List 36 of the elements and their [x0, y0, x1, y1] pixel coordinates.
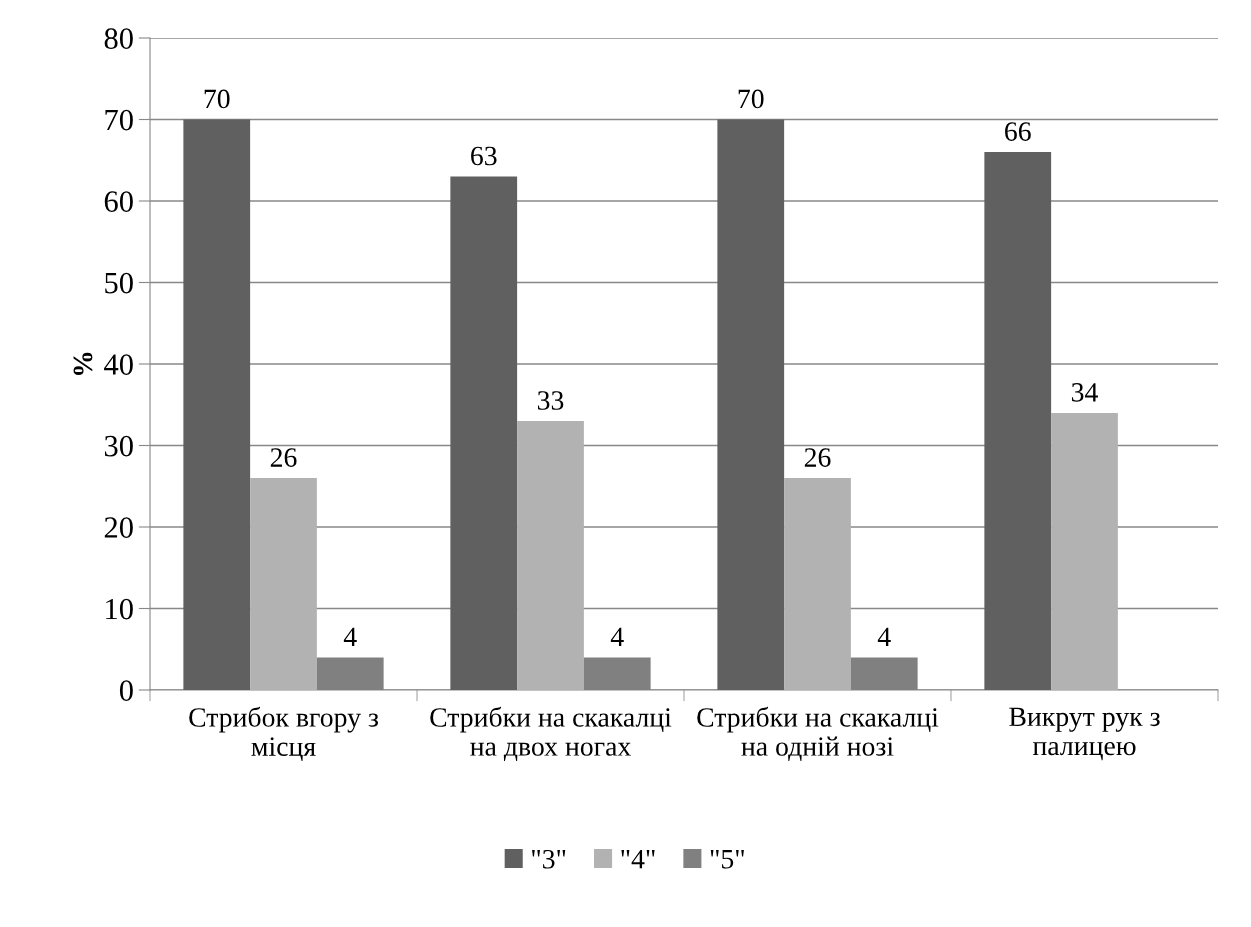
- x-tick-label: Викрут рук з палицею: [1009, 707, 1160, 761]
- y-tick-label: 30: [104, 435, 133, 457]
- y-axis-title: %: [73, 352, 93, 376]
- y-tick-label: 0: [119, 680, 133, 701]
- bar: [517, 421, 584, 690]
- bar: [183, 119, 251, 690]
- data-label: 63: [471, 146, 497, 166]
- legend-label: "3": [532, 849, 566, 869]
- y-tick-label: 20: [104, 517, 133, 538]
- data-label: 66: [1005, 122, 1031, 141]
- data-label: 33: [537, 391, 564, 410]
- y-tick-label: 10: [106, 598, 133, 620]
- bar: [784, 478, 851, 690]
- data-label: 4: [877, 627, 891, 646]
- y-tick-label: 40: [104, 354, 133, 375]
- data-label: 70: [204, 89, 230, 109]
- y-tick-label: 50: [105, 272, 133, 294]
- data-label: 26: [804, 448, 831, 467]
- data-label: 34: [1071, 383, 1098, 402]
- data-label: 4: [610, 627, 624, 646]
- x-tick-label: Стрибок вгору з місця: [189, 706, 378, 762]
- bar: [250, 478, 317, 690]
- bar: [1051, 412, 1118, 690]
- y-tick-label: 60: [104, 191, 133, 212]
- bar: [450, 176, 518, 690]
- data-label: 26: [270, 448, 297, 467]
- x-tick-label: Стрибки на скакалці на двох ногах: [430, 706, 672, 761]
- legend-label: "5": [710, 850, 744, 869]
- y-tick-label: 70: [105, 109, 133, 131]
- bar: [984, 152, 1052, 690]
- x-tick-label: Стрибки на скакалці на одній нозі: [697, 706, 939, 761]
- y-tick-label: 80: [104, 28, 133, 49]
- bar: [717, 119, 785, 690]
- data-label: 4: [343, 627, 357, 646]
- legend-label: "4": [621, 849, 655, 869]
- data-label: 70: [738, 89, 764, 109]
